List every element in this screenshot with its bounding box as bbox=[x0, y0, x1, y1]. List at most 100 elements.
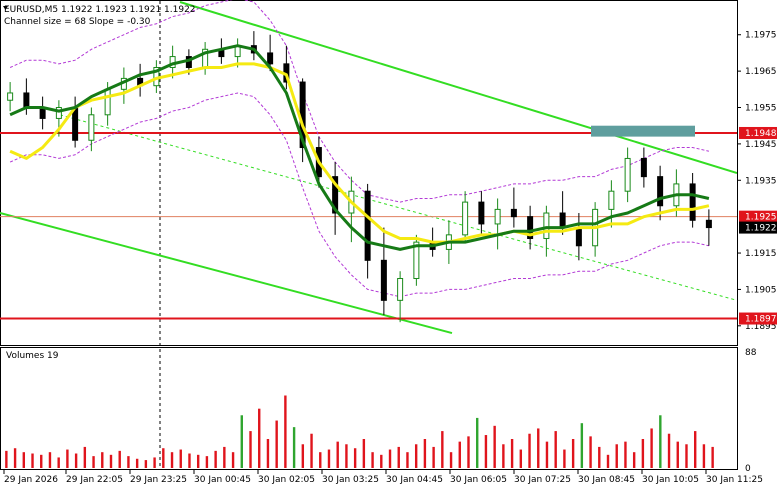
candle-body bbox=[640, 157, 647, 178]
envelope-upper bbox=[9, 0, 710, 203]
chart-symbol-line: EURUSD,M5 1.1922 1.1923 1.1921 1.1922 bbox=[4, 5, 196, 15]
volume-bar bbox=[606, 454, 610, 468]
volume-bar bbox=[528, 433, 531, 468]
candle bbox=[608, 180, 615, 228]
volume-bar bbox=[676, 441, 679, 468]
candle-body bbox=[462, 201, 469, 236]
volume-bar bbox=[362, 439, 366, 468]
candle-body bbox=[380, 259, 387, 301]
candle-body bbox=[267, 52, 274, 65]
volume-bar bbox=[5, 450, 8, 468]
candle-body bbox=[7, 92, 14, 101]
candle-body bbox=[705, 219, 712, 229]
price-label-text: 1.1897 bbox=[745, 315, 777, 325]
x-tick-label: 30 Jan 10:05 bbox=[642, 475, 699, 485]
candle bbox=[380, 227, 387, 315]
candle-body bbox=[575, 227, 582, 247]
volume-bar bbox=[519, 449, 523, 468]
x-tick-label: 30 Jan 08:45 bbox=[578, 475, 635, 485]
volume-bar bbox=[74, 453, 78, 468]
volume-bar bbox=[266, 439, 270, 468]
volume-bar bbox=[467, 436, 470, 468]
volume-bar bbox=[319, 452, 322, 468]
candle-body bbox=[657, 176, 664, 207]
volume-bar bbox=[275, 420, 278, 468]
volume-plot-frame bbox=[0, 347, 738, 470]
volume-bar bbox=[92, 456, 95, 468]
candle-body bbox=[559, 212, 566, 229]
price-label-box bbox=[739, 126, 777, 139]
x-tick-label: 30 Jan 03:25 bbox=[322, 475, 379, 485]
candle bbox=[494, 198, 501, 250]
volume-bar bbox=[310, 433, 313, 468]
dropdown-triangle-icon[interactable] bbox=[3, 6, 8, 10]
volume-bar bbox=[301, 444, 305, 468]
candle bbox=[657, 165, 664, 221]
volume-bar bbox=[624, 441, 627, 468]
candle bbox=[640, 147, 647, 188]
volume-bar bbox=[127, 456, 130, 468]
volume-bar bbox=[397, 446, 400, 468]
volume-bar bbox=[388, 449, 392, 468]
volume-bar bbox=[249, 431, 252, 468]
envelope-lower bbox=[9, 92, 710, 298]
x-tick-label: 30 Jan 11:25 bbox=[706, 475, 763, 485]
candle bbox=[624, 147, 631, 203]
volume-bar bbox=[414, 444, 418, 468]
candle bbox=[705, 209, 712, 246]
volume-bar bbox=[694, 431, 697, 468]
volume-bar bbox=[13, 448, 17, 468]
volume-bar bbox=[685, 444, 688, 468]
channel-mid-line bbox=[59, 114, 737, 301]
candle-body bbox=[397, 278, 404, 301]
volume-bar bbox=[476, 417, 479, 468]
candle-body bbox=[527, 216, 534, 239]
moving-average-fast bbox=[9, 62, 710, 244]
volume-bar bbox=[371, 452, 374, 468]
candle bbox=[364, 183, 371, 279]
x-tick-label: 30 Jan 07:25 bbox=[514, 475, 571, 485]
price-label-box bbox=[739, 221, 777, 234]
volume-bar bbox=[667, 433, 671, 468]
channel-upper-line bbox=[179, 1, 737, 174]
volume-bar bbox=[598, 446, 601, 468]
price-label-text: 1.1925 bbox=[745, 213, 777, 223]
y-tick-label: 1.1945 bbox=[745, 140, 777, 150]
candle-body bbox=[624, 157, 631, 192]
candle-body bbox=[608, 190, 615, 210]
y-tick-label: 1.1905 bbox=[745, 285, 777, 295]
candle bbox=[397, 271, 404, 323]
volume-bar bbox=[345, 444, 348, 468]
volume-bar bbox=[432, 446, 435, 468]
volume-bar bbox=[702, 444, 706, 468]
volume-bar bbox=[554, 431, 557, 468]
y-tick-label: 1.1895 bbox=[745, 322, 777, 332]
volume-bar bbox=[502, 444, 505, 468]
price-label-text: 1.1922 bbox=[745, 224, 777, 234]
volume-bar bbox=[545, 441, 549, 468]
candle bbox=[527, 205, 534, 250]
volume-bar bbox=[493, 425, 496, 468]
y-tick-label: 1.1935 bbox=[745, 176, 777, 186]
volume-bar bbox=[423, 439, 427, 468]
candle bbox=[689, 173, 696, 228]
volume-bar bbox=[258, 408, 261, 468]
x-tick-label: 29 Jan 2026 bbox=[4, 475, 58, 485]
candle bbox=[413, 234, 420, 286]
volume-bar bbox=[170, 452, 174, 468]
volume-bar bbox=[31, 453, 34, 468]
x-tick-label: 30 Jan 02:05 bbox=[258, 475, 315, 485]
x-tick-label: 30 Jan 04:45 bbox=[386, 475, 443, 485]
volume-bar bbox=[240, 415, 243, 468]
candle-body bbox=[364, 190, 371, 261]
y-tick-label: 1.1915 bbox=[745, 249, 777, 259]
volume-bar bbox=[40, 454, 43, 468]
volume-tick-label: 88 bbox=[745, 348, 757, 358]
candle-body bbox=[332, 176, 339, 214]
candle bbox=[267, 34, 274, 72]
volume-bar bbox=[144, 460, 148, 468]
price-label-box bbox=[739, 312, 777, 325]
target-zone bbox=[591, 125, 695, 137]
volume-bar bbox=[188, 453, 191, 468]
channel-lower-line bbox=[0, 212, 453, 335]
